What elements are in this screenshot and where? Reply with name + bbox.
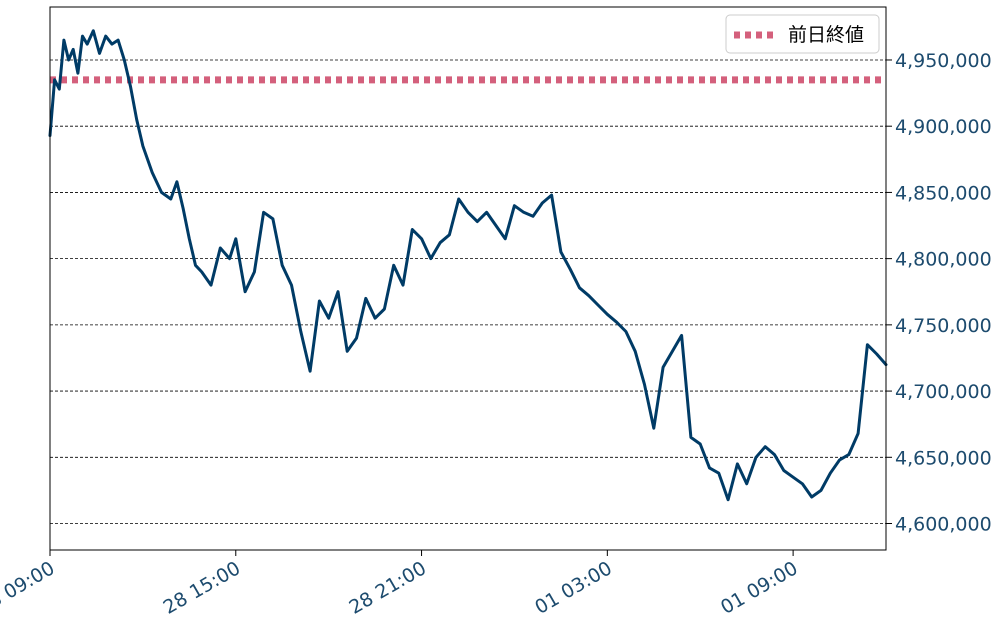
legend: 前日終値	[725, 14, 880, 54]
price-series-line	[48, 29, 888, 502]
y-tick-label: 4,800,000	[895, 249, 992, 271]
x-tick-label: 28 09:00	[0, 557, 58, 619]
y-tick-label: 4,850,000	[895, 182, 992, 204]
y-tick-label: 4,700,000	[895, 381, 992, 403]
y-axis: 4,600,000 4,650,000 4,700,000 4,750,000 4,80…	[886, 50, 992, 536]
plot-frame	[49, 6, 887, 551]
x-tick-label: 28 21:00	[345, 557, 430, 619]
grid-lines	[50, 59, 886, 524]
x-tick-label: 01 09:00	[717, 557, 802, 619]
y-tick-label: 4,900,000	[895, 116, 992, 138]
x-axis: 28 09:00 28 15:00 28 21:00 01 03:00 01 09:00	[0, 550, 802, 619]
series-group	[48, 29, 888, 502]
y-tick-label: 4,600,000	[895, 514, 992, 536]
legend-box	[725, 14, 880, 54]
y-tick-label: 4,750,000	[895, 315, 992, 337]
legend-label-reference: 前日終値	[788, 24, 864, 46]
plot-background	[50, 7, 886, 550]
x-tick-label: 28 15:00	[160, 557, 245, 619]
x-tick-label: 01 03:00	[531, 557, 616, 619]
y-tick-label: 4,650,000	[895, 447, 992, 469]
y-tick-label: 4,950,000	[895, 50, 992, 72]
